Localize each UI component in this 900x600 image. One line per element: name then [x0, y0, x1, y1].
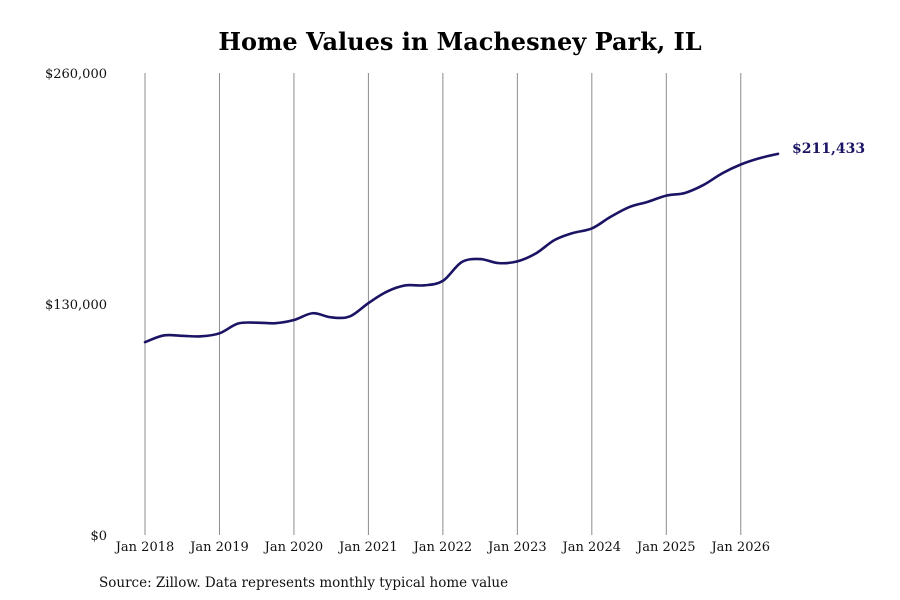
- x-tick-label: Jan 2024: [561, 540, 622, 555]
- x-tick-label: Jan 2026: [709, 540, 770, 555]
- y-tick-label: $130,000: [45, 298, 107, 313]
- end-value-label: $211,433: [792, 141, 865, 157]
- y-tick-label: $260,000: [45, 67, 107, 82]
- x-tick-label: Jan 2020: [263, 540, 324, 555]
- x-tick-label: Jan 2025: [635, 540, 696, 555]
- y-axis: $0 $130,000 $260,000: [45, 67, 107, 544]
- y-tick-label: $0: [90, 529, 107, 544]
- x-tick-label: Jan 2021: [337, 540, 398, 555]
- source-note: Source: Zillow. Data represents monthly …: [99, 575, 508, 591]
- x-tick-label: Jan 2018: [114, 540, 175, 555]
- series-line: [143, 152, 780, 344]
- x-gridlines: [144, 73, 742, 535]
- x-tick-label: Jan 2022: [412, 540, 473, 555]
- x-tick-label: Jan 2023: [486, 540, 547, 555]
- x-tick-label: Jan 2019: [188, 540, 249, 555]
- x-axis: Jan 2018 Jan 2019 Jan 2020 Jan 2021 Jan 2022…: [114, 540, 770, 555]
- chart-title: Home Values in Machesney Park, IL: [218, 27, 701, 56]
